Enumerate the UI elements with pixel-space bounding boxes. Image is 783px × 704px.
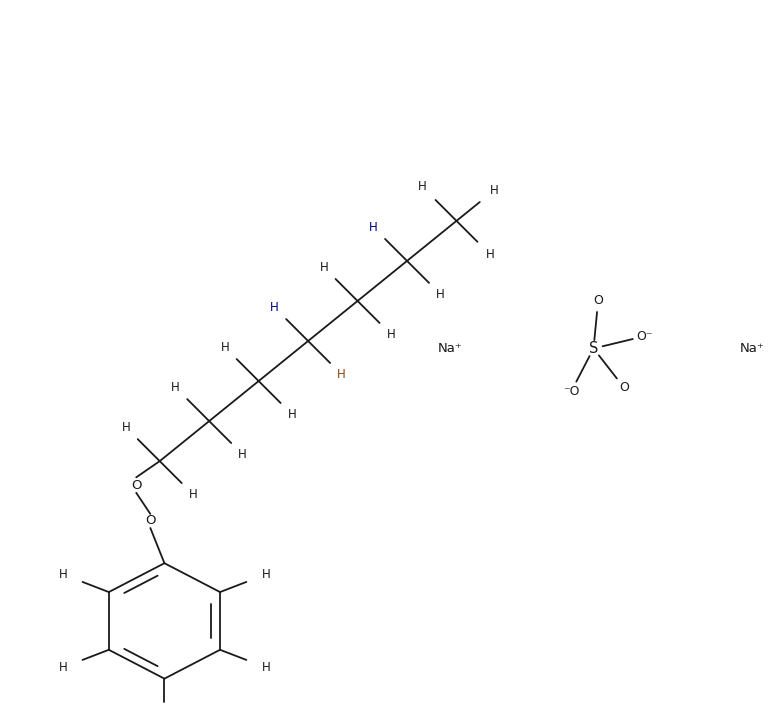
Text: H: H (490, 184, 499, 196)
Text: H: H (59, 568, 67, 581)
Text: O: O (145, 515, 156, 527)
Text: H: H (221, 341, 229, 354)
Text: H: H (262, 568, 270, 581)
Text: H: H (337, 368, 346, 381)
Text: Na⁺: Na⁺ (438, 342, 463, 355)
Text: H: H (262, 661, 270, 674)
Text: H: H (369, 221, 378, 234)
Text: H: H (238, 448, 247, 461)
Text: O: O (594, 294, 603, 307)
Text: O: O (619, 381, 629, 394)
Text: ⁻O: ⁻O (563, 385, 579, 398)
Text: H: H (486, 249, 495, 261)
Text: H: H (418, 180, 427, 194)
Text: H: H (288, 408, 297, 421)
Text: H: H (122, 421, 131, 434)
Text: H: H (436, 288, 445, 301)
Text: H: H (189, 488, 197, 501)
Text: H: H (171, 381, 180, 394)
Text: H: H (270, 301, 279, 314)
Text: O: O (131, 479, 142, 492)
Text: Na⁺: Na⁺ (739, 342, 764, 355)
Text: O⁻: O⁻ (637, 329, 653, 343)
Text: S: S (589, 341, 598, 356)
Text: H: H (319, 261, 328, 274)
Text: H: H (387, 328, 395, 341)
Text: H: H (59, 661, 67, 674)
